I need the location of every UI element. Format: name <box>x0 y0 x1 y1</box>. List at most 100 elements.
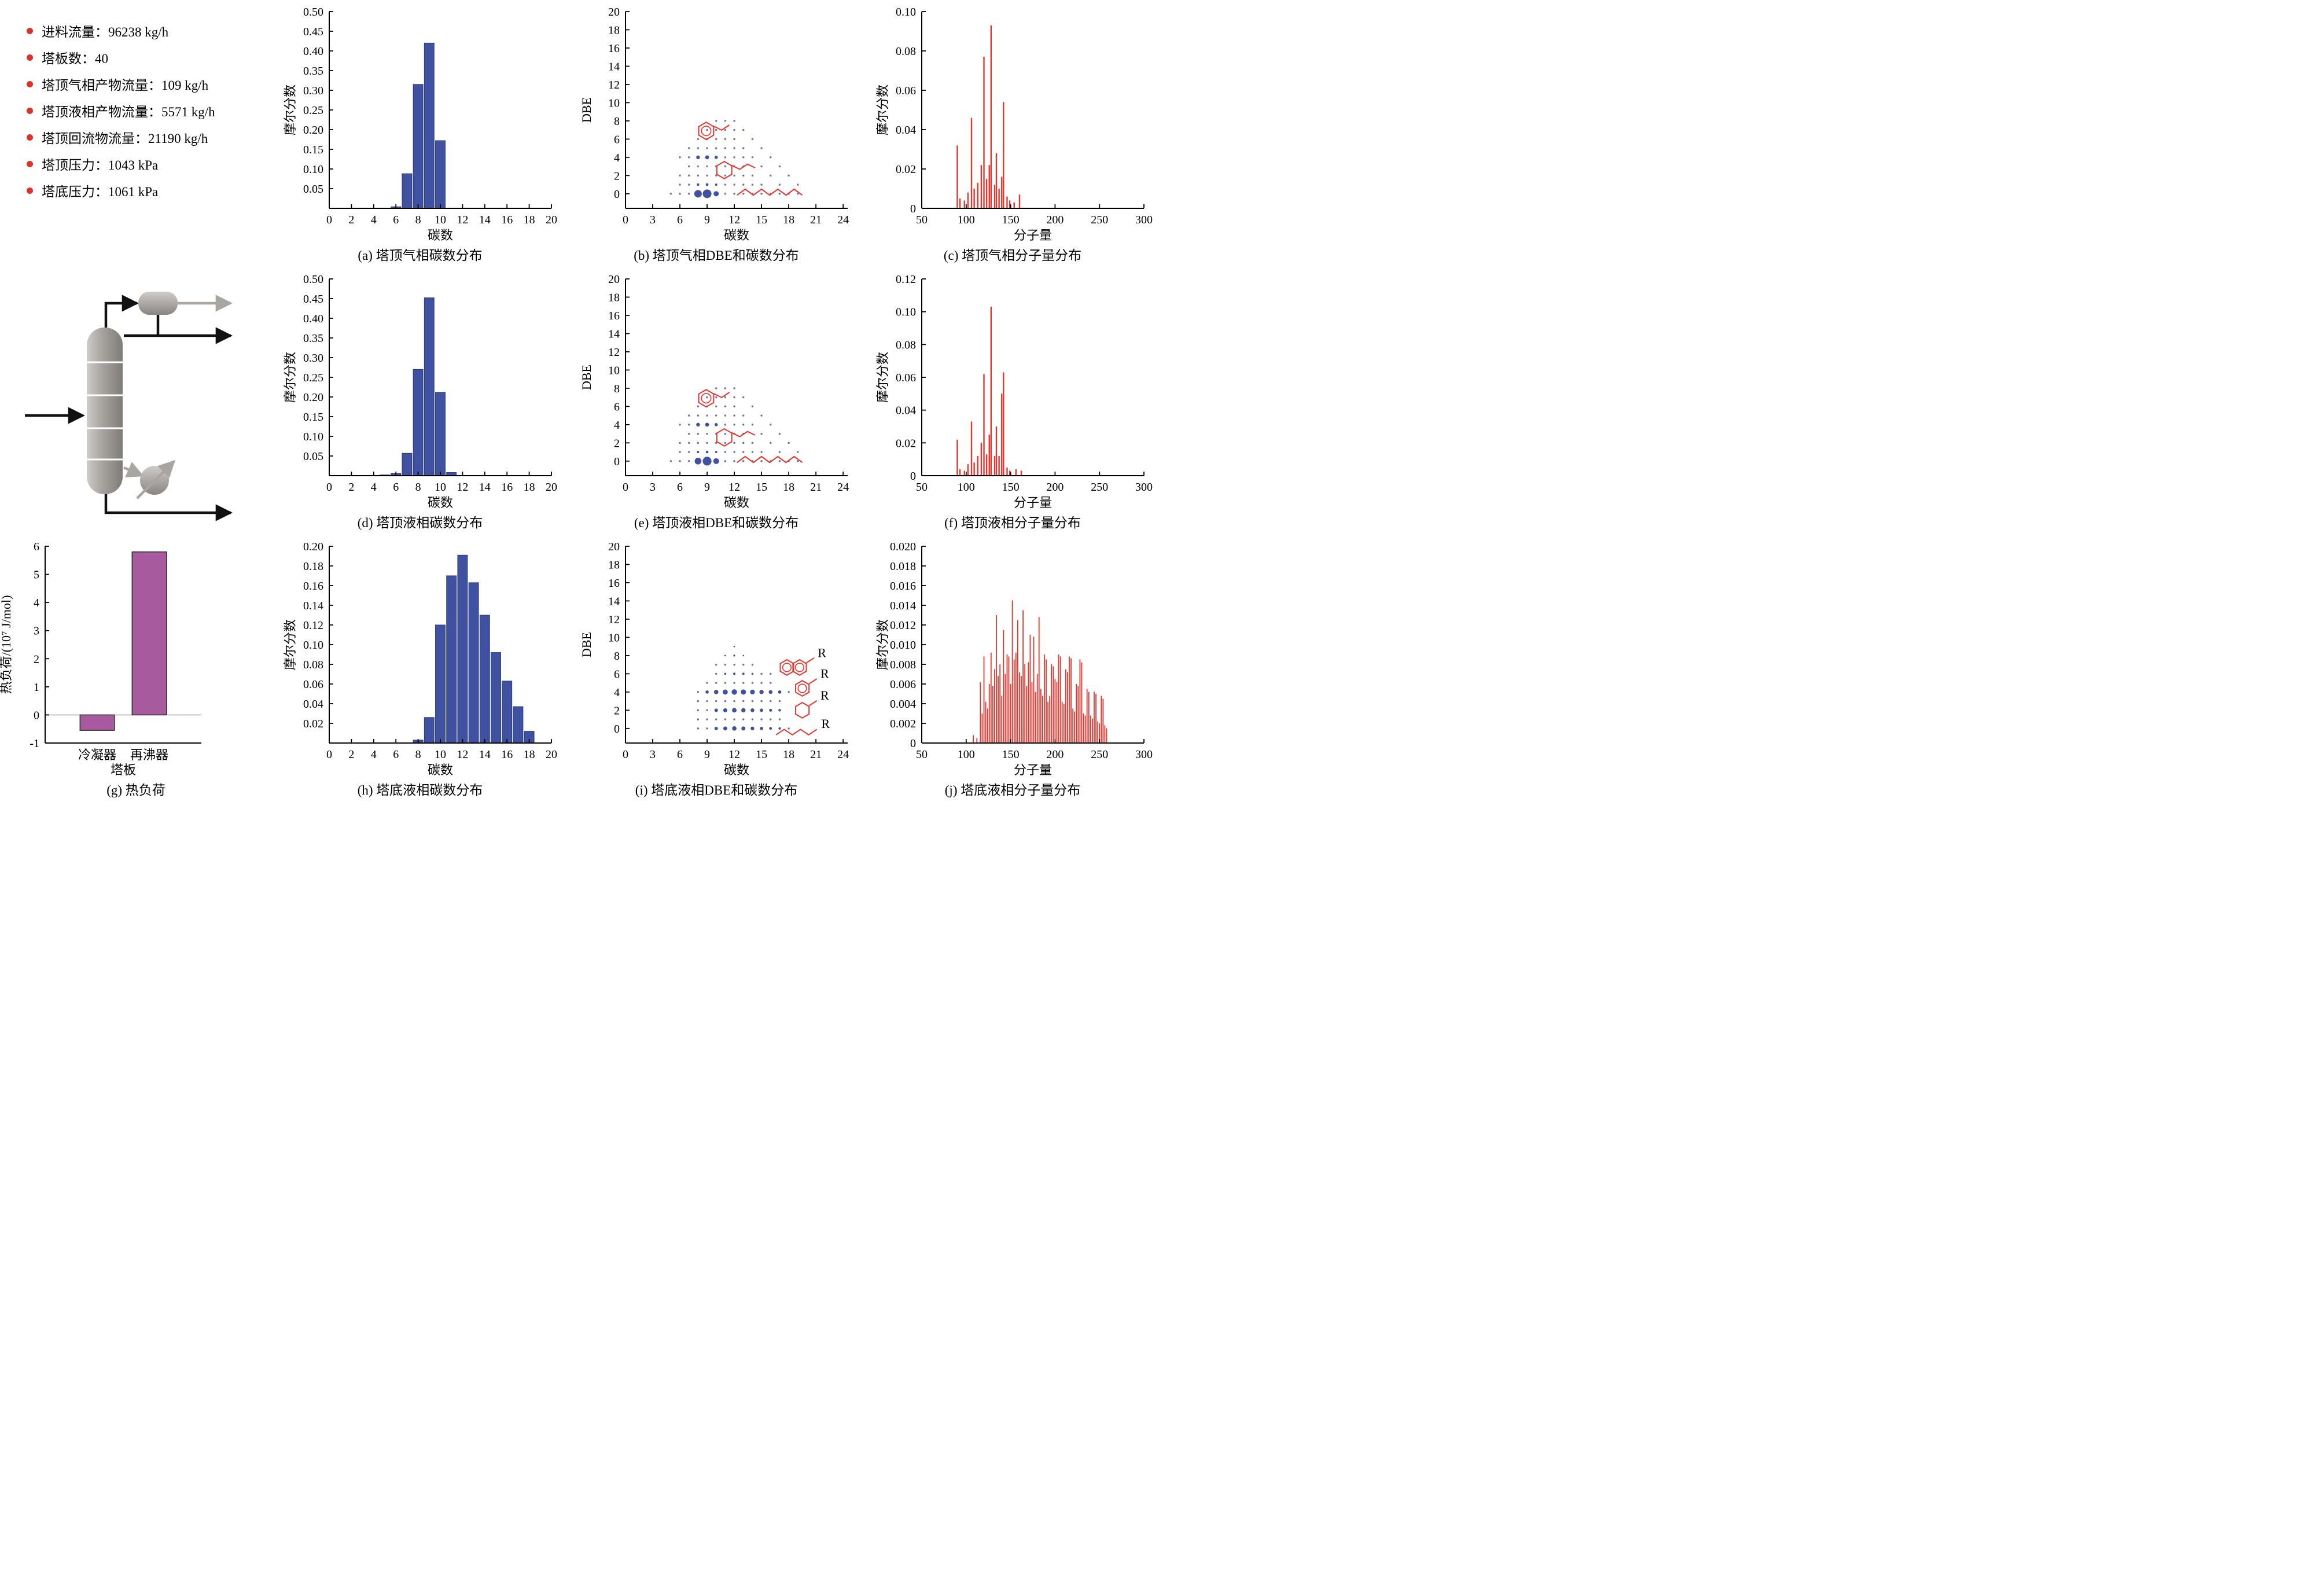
svg-text:4: 4 <box>614 419 620 432</box>
svg-text:16: 16 <box>608 42 620 55</box>
svg-text:R: R <box>820 666 829 681</box>
chart-j-caption: (j) 塔底液相分子量分布 <box>944 783 1081 797</box>
svg-text:9: 9 <box>704 748 710 761</box>
svg-text:摩尔分数: 摩尔分数 <box>875 84 890 135</box>
svg-text:0: 0 <box>614 723 620 736</box>
svg-text:20: 20 <box>546 214 557 226</box>
svg-text:16: 16 <box>501 214 513 226</box>
svg-text:12: 12 <box>608 346 620 359</box>
list-item: 塔底压力：1061 kPa <box>27 177 158 204</box>
svg-text:0: 0 <box>34 709 39 722</box>
svg-text:18: 18 <box>608 291 620 304</box>
svg-text:0.02: 0.02 <box>303 718 323 730</box>
svg-text:热负荷/(10⁷ J/mol): 热负荷/(10⁷ J/mol) <box>0 595 13 694</box>
svg-text:18: 18 <box>608 24 620 36</box>
chart-g-plot: -1 0 1 2 3 4 5 6 冷凝器 再沸器 塔板 热负荷/(10⁷ J/mol) <box>0 537 277 779</box>
svg-text:14: 14 <box>479 481 491 494</box>
svg-text:碳数: 碳数 <box>724 763 749 777</box>
list-item: 塔顶液相产物流量：5571 kg/h <box>27 97 215 124</box>
svg-text:14: 14 <box>479 748 491 761</box>
svg-text:0.45: 0.45 <box>303 293 323 306</box>
svg-text:0.20: 0.20 <box>303 124 323 137</box>
svg-text:0.04: 0.04 <box>896 404 916 417</box>
svg-text:3: 3 <box>34 625 39 638</box>
chart-g-caption: (g) 热负荷 <box>106 783 165 797</box>
chart-h-plot: 0 2 4 6 8 10 12 14 16 18 20 0.02 0.04 0.06 0.08 0.10 0.1… <box>279 537 561 779</box>
svg-text:0.50: 0.50 <box>303 6 323 19</box>
svg-text:21: 21 <box>810 481 822 494</box>
svg-text:8: 8 <box>415 214 421 226</box>
svg-text:10: 10 <box>435 748 446 761</box>
svg-text:0.006: 0.006 <box>890 678 916 691</box>
svg-text:0.06: 0.06 <box>303 678 323 691</box>
svg-text:12: 12 <box>608 613 620 626</box>
svg-text:0: 0 <box>910 470 916 483</box>
svg-text:300: 300 <box>1135 748 1153 761</box>
chart-i-cell: R R R R 0 3 6 9 12 15 18 21 24 0 2 4 6 8 10 12 14 16 18 20 碳数 DBE… <box>568 535 864 798</box>
svg-text:0.10: 0.10 <box>303 163 323 176</box>
svg-text:碳数: 碳数 <box>428 763 453 777</box>
svg-text:0.010: 0.010 <box>890 639 916 652</box>
figure-grid: 进料流量：96238 kg/h 塔板数：40 塔顶气相产物流量：109 kg/h… <box>0 0 1161 798</box>
svg-text:4: 4 <box>614 152 620 164</box>
svg-text:0.18: 0.18 <box>303 560 323 573</box>
svg-text:6: 6 <box>393 214 399 226</box>
svg-text:分子量: 分子量 <box>1014 228 1052 242</box>
svg-text:再沸器: 再沸器 <box>130 748 168 762</box>
svg-text:6: 6 <box>34 540 39 553</box>
svg-text:20: 20 <box>608 273 620 286</box>
svg-text:0.20: 0.20 <box>303 540 323 553</box>
svg-text:250: 250 <box>1091 481 1108 494</box>
svg-text:0.08: 0.08 <box>303 659 323 671</box>
svg-text:16: 16 <box>501 481 513 494</box>
svg-text:摩尔分数: 摩尔分数 <box>283 352 297 403</box>
list-item: 塔顶压力：1043 kPa <box>27 150 158 177</box>
svg-text:4: 4 <box>371 214 377 226</box>
svg-text:0.15: 0.15 <box>303 144 323 156</box>
chart-e-cell: 0 3 6 9 12 15 18 21 24 0 2 4 6 8 10 12 14 16 18 20 碳数 DBE (e)… <box>568 267 864 535</box>
svg-text:0: 0 <box>326 214 332 226</box>
chart-d-cell: 0 2 4 6 8 10 12 14 16 18 20 0.05 0.10 0.15 0.20 0.25 0.3… <box>272 267 568 535</box>
chart-c-cell: 50 100 150 200 250 300 0 0.02 0.04 0.06 0.08 0.10 分子… <box>864 0 1161 267</box>
svg-text:15: 15 <box>756 214 767 226</box>
svg-text:6: 6 <box>677 748 683 761</box>
svg-text:0.018: 0.018 <box>890 560 916 573</box>
svg-text:R: R <box>822 716 830 731</box>
bullet-icon <box>27 54 33 61</box>
svg-text:6: 6 <box>393 481 399 494</box>
chart-b-caption: (b) 塔顶气相DBE和碳数分布 <box>634 248 799 263</box>
svg-text:14: 14 <box>479 214 491 226</box>
svg-text:15: 15 <box>756 481 767 494</box>
chart-i-caption: (i) 塔底液相DBE和碳数分布 <box>635 783 798 797</box>
chart-h-cell: 0 2 4 6 8 10 12 14 16 18 20 0.02 0.04 0.06 0.08 0.10 0.1… <box>272 535 568 798</box>
svg-text:20: 20 <box>546 481 557 494</box>
svg-text:6: 6 <box>677 481 683 494</box>
info-text: 塔板数：40 <box>42 52 108 66</box>
chart-j-cell: 50 100 150 200 250 300 0 0.002 0.004 0.006 0.008 0.… <box>864 535 1161 798</box>
svg-text:10: 10 <box>608 631 620 644</box>
svg-text:8: 8 <box>614 383 620 395</box>
svg-text:冷凝器: 冷凝器 <box>78 748 116 762</box>
svg-text:50: 50 <box>916 481 928 494</box>
svg-text:0.012: 0.012 <box>890 619 916 632</box>
svg-text:0: 0 <box>910 737 916 750</box>
svg-text:18: 18 <box>783 748 794 761</box>
chart-a-cell: 0 2 4 6 8 10 12 14 16 18 20 0.05 0.10 0.15 0.20 0.25 0.3… <box>272 0 568 267</box>
svg-text:0.020: 0.020 <box>890 540 916 553</box>
svg-text:0.10: 0.10 <box>896 6 916 19</box>
svg-text:R: R <box>820 688 829 703</box>
svg-text:12: 12 <box>728 481 740 494</box>
svg-text:250: 250 <box>1091 748 1108 761</box>
svg-text:50: 50 <box>916 214 928 226</box>
info-text: 塔顶回流物流量：21190 kg/h <box>42 131 208 146</box>
chart-a-caption: (a) 塔顶气相碳数分布 <box>358 248 483 263</box>
chart-i-plot: R R R R 0 3 6 9 12 15 18 21 24 0 2 4 6 8 10 12 14 16 18 20 碳数 DBE <box>576 537 857 779</box>
svg-text:塔板: 塔板 <box>111 763 136 777</box>
chart-c-plot: 50 100 150 200 250 300 0 0.02 0.04 0.06 0.08 0.10 分子… <box>872 2 1153 244</box>
svg-text:0: 0 <box>910 203 916 215</box>
svg-text:9: 9 <box>704 214 710 226</box>
svg-text:0.06: 0.06 <box>896 372 916 384</box>
list-item: 塔顶气相产物流量：109 kg/h <box>27 71 208 97</box>
svg-text:2: 2 <box>348 481 354 494</box>
svg-text:9: 9 <box>704 481 710 494</box>
